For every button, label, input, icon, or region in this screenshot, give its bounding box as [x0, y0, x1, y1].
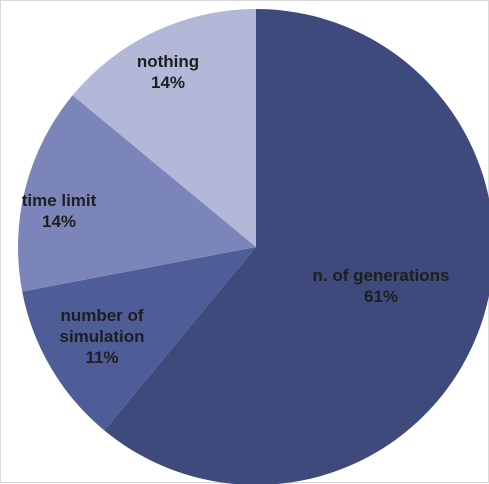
slice-label-2: number of simulation 11%	[59, 306, 144, 367]
slice-label-3: time limit 14%	[22, 191, 97, 231]
pie-slices	[18, 9, 489, 484]
slice-name-label: simulation	[59, 327, 144, 346]
pie-labels: n. of generations 61% number of simulation 1…	[22, 52, 450, 367]
slice-percent-label: 14%	[151, 73, 185, 92]
slice-percent-label: 61%	[364, 287, 398, 306]
slice-label-1: n. of generations 61%	[313, 266, 450, 306]
pie-slice-4	[72, 9, 257, 247]
slice-name-label: number of	[60, 306, 143, 325]
slice-label-4: nothing 14%	[137, 52, 199, 92]
slice-percent-label: 14%	[42, 212, 76, 231]
slice-name-label: nothing	[137, 52, 199, 71]
pie-slice-2	[22, 247, 256, 431]
slice-name-label: n. of generations	[313, 266, 450, 285]
pie-slice-3	[18, 95, 256, 292]
slice-percent-label: 11%	[85, 348, 118, 367]
pie-slice-1	[104, 9, 489, 484]
slice-name-label: time limit	[22, 191, 97, 210]
